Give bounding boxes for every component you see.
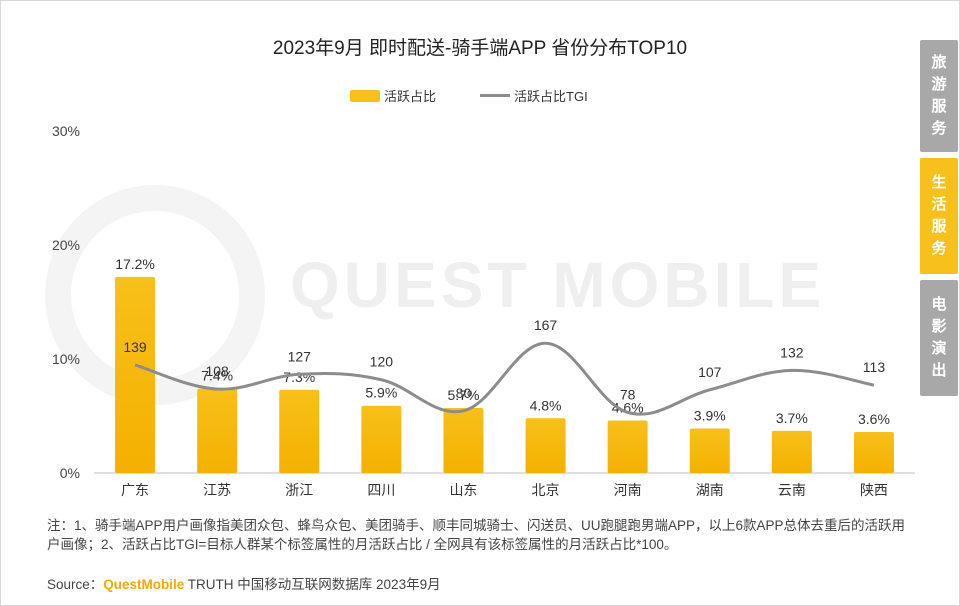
side-tab-life[interactable]: 生活服务: [920, 158, 958, 274]
x-tick-label: 湖南: [696, 482, 724, 498]
x-tick-label: 浙江: [285, 482, 313, 498]
source-brand: QuestMobile: [103, 577, 185, 592]
bar-data-label: 5.7%: [447, 387, 479, 403]
bar-data-label: 3.7%: [776, 410, 808, 426]
bar-江苏: [197, 388, 238, 473]
y-tick-label: 0%: [60, 465, 80, 481]
tgi-line: [134, 341, 875, 416]
y-tick-label: 30%: [52, 123, 80, 139]
x-tick-label: 云南: [778, 482, 806, 498]
legend-line-swatch: [480, 94, 511, 97]
source-prefix: Source：: [47, 577, 104, 592]
y-tick-label: 10%: [52, 351, 80, 367]
bar-湖南: [689, 428, 730, 473]
bar-陕西: [853, 431, 894, 473]
tgi-data-label: 78: [620, 386, 636, 402]
tgi-data-label: 120: [370, 354, 394, 370]
source-line: Source：QuestMobile TRUTH 中国移动互联网数据库 2023…: [47, 573, 441, 593]
side-tab-life-label: 生活服务: [931, 174, 947, 257]
bar-山东: [443, 408, 484, 473]
bar-data-label: 4.6%: [612, 400, 644, 416]
chart-title: 2023年9月 即时配送-骑手端APP 省份分布TOP10: [272, 38, 688, 59]
side-tab-movie[interactable]: 电影演出: [920, 280, 958, 396]
bar-data-label: 7.4%: [201, 368, 233, 384]
legend-item-bar: 活跃占比: [350, 86, 436, 105]
bar-data-label: 5.9%: [365, 385, 397, 401]
bar-广东: [115, 276, 156, 473]
bar-data-label: 3.6%: [858, 411, 890, 427]
bar-data-label: 3.9%: [694, 408, 726, 424]
tgi-data-label: 167: [534, 317, 558, 333]
y-tick-label: 20%: [52, 237, 80, 253]
bar-data-label: 4.8%: [530, 397, 562, 413]
tgi-data-label: 127: [288, 348, 312, 364]
tgi-data-label: 139: [123, 339, 147, 355]
bar-data-label: 17.2%: [115, 256, 155, 272]
chart-plot: 0%10%20%30%17.2%广东7.4%江苏7.3%浙江5.9%四川5.7%…: [52, 123, 915, 498]
x-tick-label: 陕西: [860, 482, 888, 498]
side-tab-travel-label: 旅游服务: [931, 54, 947, 137]
legend-bar-swatch: [350, 89, 380, 102]
x-tick-label: 河南: [614, 482, 642, 498]
tgi-data-label: 107: [698, 364, 722, 380]
side-tab-movie-label: 电影演出: [931, 296, 947, 379]
legend-bar-label: 活跃占比: [384, 89, 437, 104]
bar-浙江: [279, 389, 320, 473]
tgi-data-label: 108: [205, 363, 229, 379]
legend-line-label: 活跃占比TGI: [514, 89, 588, 104]
x-tick-label: 江苏: [203, 482, 231, 498]
x-tick-label: 广东: [121, 482, 149, 498]
tgi-data-label: 113: [863, 359, 886, 375]
source-suffix: TRUTH 中国移动互联网数据库 2023年9月: [184, 577, 441, 592]
bar-河南: [607, 420, 648, 473]
bar-北京: [525, 418, 566, 473]
bar-四川: [361, 405, 402, 473]
side-tab-travel[interactable]: 旅游服务: [920, 40, 958, 152]
legend-item-line: 活跃占比TGI: [480, 86, 588, 105]
x-tick-label: 山东: [449, 482, 477, 498]
x-tick-label: 四川: [367, 482, 395, 498]
tgi-data-label: 80: [456, 385, 472, 401]
watermark-text: QUEST MOBILE: [290, 249, 826, 321]
chart-legend: 活跃占比 活跃占比TGI: [350, 86, 632, 105]
tgi-data-label: 132: [780, 344, 804, 360]
x-tick-label: 北京: [532, 482, 560, 498]
footnote: 注：1、骑手端APP用户画像指美团众包、蜂鸟众包、美团骑手、顺丰同城骑士、闪送员…: [47, 518, 906, 552]
bar-云南: [771, 430, 812, 473]
